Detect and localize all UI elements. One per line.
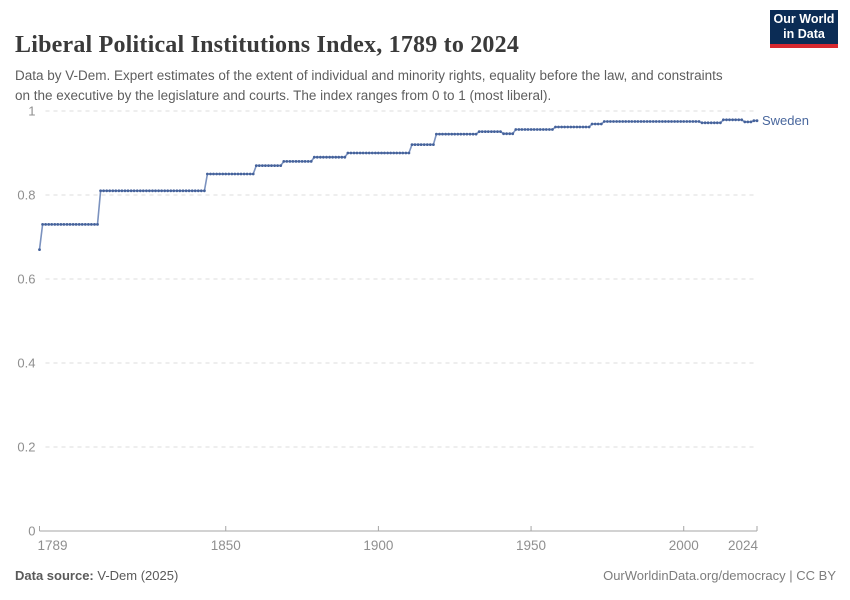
x-tick-label: 2000 — [669, 538, 699, 553]
owid-logo-line2: in Data — [783, 27, 825, 41]
series-label-sweden: Sweden — [762, 112, 809, 128]
x-tick-label: 2024 — [728, 538, 759, 553]
series-line-sweden — [38, 119, 757, 250]
y-tick-label: 0.6 — [17, 272, 35, 287]
chart-footer: Data source: V-Dem (2025) OurWorldinData… — [15, 568, 836, 583]
x-tick-label: 1900 — [363, 538, 393, 553]
page-title: Liberal Political Institutions Index, 17… — [15, 32, 520, 59]
y-tick-label: 0.8 — [17, 188, 35, 203]
data-source-value: V-Dem (2025) — [93, 568, 179, 583]
y-tick-label: 0 — [28, 524, 35, 539]
owid-logo[interactable]: Our World in Data — [770, 10, 838, 48]
x-tick-label: 1950 — [516, 538, 546, 553]
footer-divider: | — [785, 568, 797, 583]
data-source-label: Data source: — [15, 568, 94, 583]
y-tick-label: 0.2 — [17, 440, 35, 455]
x-tick-label: 1850 — [211, 538, 241, 553]
owid-logo-line1: Our World — [773, 12, 835, 26]
y-gridlines: 0 0.2 0.4 0.6 0.8 1 — [17, 104, 757, 539]
data-source: Data source: V-Dem (2025) — [15, 568, 178, 583]
x-axis: 1789 1850 1900 1950 2000 2024 — [38, 526, 759, 553]
x-tick-label: 1789 — [38, 538, 68, 553]
y-tick-label: 0.4 — [17, 356, 35, 371]
series-markers-sweden — [38, 118, 759, 252]
license-badge: CC BY — [796, 568, 836, 583]
footer-attribution: OurWorldinData.org/democracy | CC BY — [603, 568, 836, 583]
y-tick-label: 1 — [28, 104, 35, 119]
chart-subtitle: Data by V-Dem. Expert estimates of the e… — [15, 67, 723, 103]
owid-democracy-link[interactable]: OurWorldinData.org/democracy — [603, 568, 786, 583]
